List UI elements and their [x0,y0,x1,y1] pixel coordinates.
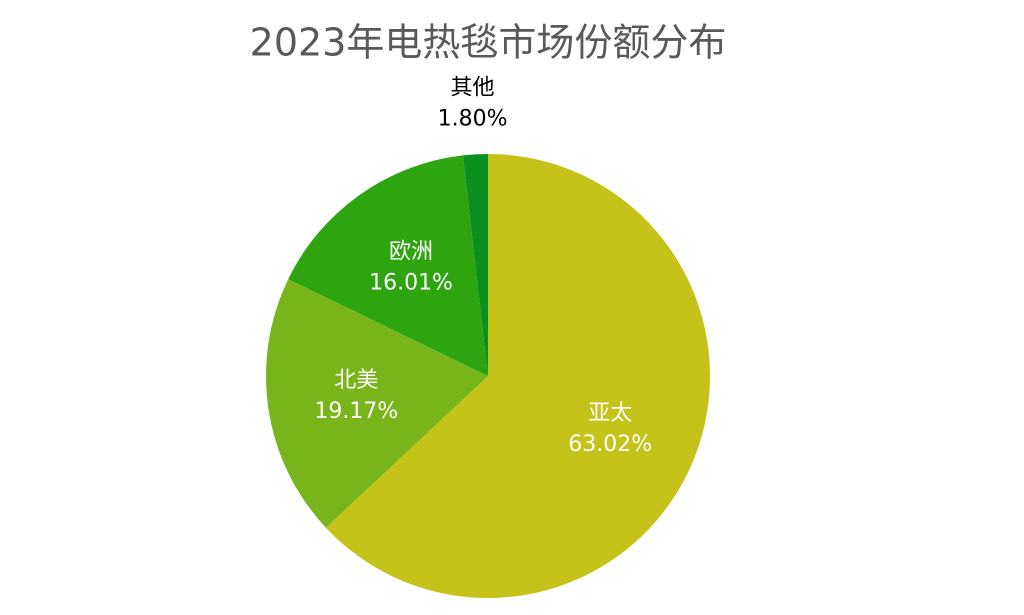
pie-slice [325,154,711,598]
slice-value-label: 1.80% [438,106,508,131]
slice-label: 欧洲 [389,239,433,264]
slice-label: 其他 [451,75,495,100]
slice-label: 北美 [334,368,378,393]
pie-slice [462,154,488,376]
slice-value-label: 63.02% [568,432,652,457]
pie-slice [266,279,488,528]
slice-value-label: 16.01% [369,270,453,295]
slice-value-label: 19.17% [314,399,398,424]
chart-title: 2023年电热毯市场份额分布 [250,21,727,65]
slice-label: 亚太 [588,401,632,426]
pie-slice [288,155,488,376]
